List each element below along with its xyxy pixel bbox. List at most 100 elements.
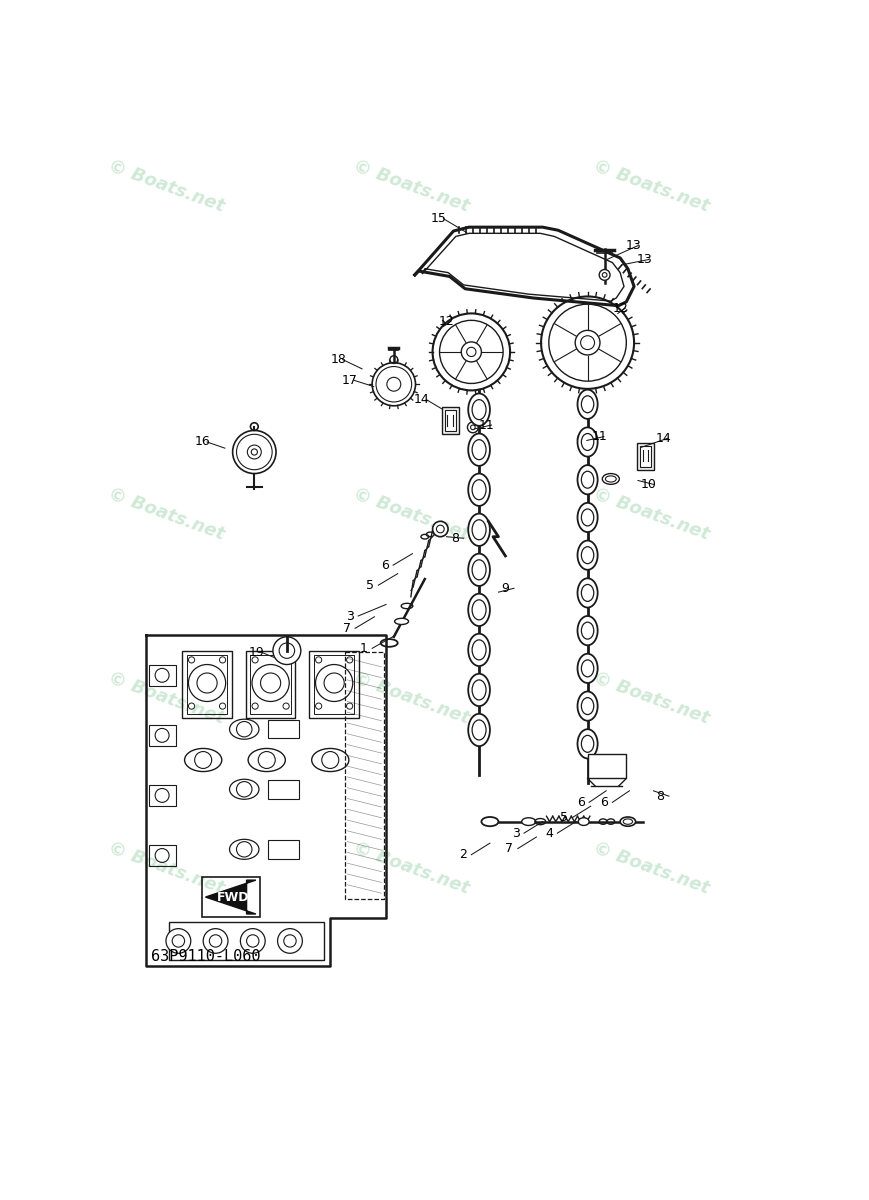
- Text: 9: 9: [501, 582, 509, 595]
- Bar: [268, 780, 298, 798]
- Bar: [182, 650, 232, 719]
- Ellipse shape: [468, 514, 490, 546]
- Bar: [187, 655, 227, 714]
- Circle shape: [233, 431, 276, 474]
- Ellipse shape: [381, 640, 398, 647]
- Text: 13: 13: [636, 253, 652, 266]
- Text: © Boats.net: © Boats.net: [106, 668, 228, 728]
- Bar: [637, 443, 654, 469]
- Text: 5: 5: [560, 811, 567, 824]
- Bar: [268, 720, 298, 738]
- Bar: [314, 655, 355, 714]
- Circle shape: [166, 929, 191, 953]
- Ellipse shape: [620, 817, 635, 827]
- Text: © Boats.net: © Boats.net: [106, 157, 228, 216]
- Circle shape: [433, 521, 448, 536]
- Ellipse shape: [578, 578, 598, 607]
- Text: 17: 17: [342, 374, 358, 386]
- Text: 15: 15: [431, 212, 447, 226]
- Text: 16: 16: [195, 436, 210, 449]
- Text: 6: 6: [600, 796, 607, 809]
- Text: 8: 8: [451, 532, 459, 545]
- Bar: [149, 845, 176, 866]
- Bar: [202, 877, 260, 917]
- Circle shape: [372, 362, 415, 406]
- Ellipse shape: [468, 433, 490, 466]
- Text: 11: 11: [592, 430, 607, 443]
- Ellipse shape: [578, 691, 598, 721]
- Text: 18: 18: [330, 353, 346, 366]
- Text: 1: 1: [360, 642, 368, 655]
- Text: 7: 7: [506, 842, 514, 856]
- Bar: [587, 754, 627, 779]
- Ellipse shape: [578, 654, 598, 683]
- Text: 11: 11: [479, 419, 494, 432]
- Text: 3: 3: [512, 827, 520, 840]
- Ellipse shape: [602, 474, 620, 485]
- Text: 14: 14: [414, 394, 430, 406]
- Text: © Boats.net: © Boats.net: [350, 157, 472, 216]
- Text: © Boats.net: © Boats.net: [106, 839, 228, 898]
- Bar: [149, 665, 176, 686]
- Text: 12: 12: [439, 314, 454, 328]
- Ellipse shape: [578, 390, 598, 419]
- Circle shape: [580, 437, 585, 442]
- Ellipse shape: [578, 616, 598, 646]
- Ellipse shape: [468, 594, 490, 626]
- Ellipse shape: [578, 427, 598, 457]
- Circle shape: [600, 270, 610, 281]
- Text: 7: 7: [342, 622, 351, 635]
- Ellipse shape: [481, 817, 499, 827]
- Text: 14: 14: [656, 432, 672, 445]
- Text: © Boats.net: © Boats.net: [591, 668, 712, 728]
- Bar: [640, 446, 651, 467]
- Text: 4: 4: [545, 827, 553, 840]
- Text: 63P9110-L060: 63P9110-L060: [151, 949, 261, 964]
- Text: © Boats.net: © Boats.net: [350, 484, 472, 544]
- Text: 2: 2: [459, 848, 467, 862]
- Ellipse shape: [578, 540, 598, 570]
- Text: 6: 6: [577, 796, 585, 809]
- Circle shape: [241, 929, 265, 953]
- Text: FWD: FWD: [216, 890, 249, 904]
- Bar: [149, 785, 176, 806]
- Bar: [268, 840, 298, 858]
- Circle shape: [273, 637, 301, 665]
- Text: 3: 3: [346, 610, 354, 623]
- Circle shape: [580, 336, 594, 349]
- Circle shape: [277, 929, 302, 953]
- Text: 6: 6: [381, 559, 388, 571]
- Ellipse shape: [468, 474, 490, 506]
- Text: © Boats.net: © Boats.net: [591, 157, 712, 216]
- Text: 8: 8: [657, 790, 665, 803]
- Ellipse shape: [578, 730, 598, 758]
- Ellipse shape: [468, 714, 490, 746]
- Text: 10: 10: [641, 478, 657, 491]
- Bar: [309, 650, 359, 719]
- Bar: [445, 410, 456, 431]
- Circle shape: [467, 347, 476, 356]
- Bar: [441, 407, 459, 434]
- Text: © Boats.net: © Boats.net: [591, 484, 712, 544]
- Ellipse shape: [578, 503, 598, 532]
- Ellipse shape: [578, 466, 598, 494]
- Circle shape: [541, 296, 634, 389]
- Bar: [250, 655, 291, 714]
- Circle shape: [203, 929, 228, 953]
- Bar: [149, 725, 176, 746]
- Text: © Boats.net: © Boats.net: [350, 839, 472, 898]
- Text: 5: 5: [366, 578, 374, 592]
- Text: 19: 19: [249, 646, 265, 659]
- Text: 12: 12: [614, 301, 629, 314]
- Text: © Boats.net: © Boats.net: [350, 668, 472, 728]
- Bar: [246, 650, 295, 719]
- Text: © Boats.net: © Boats.net: [106, 484, 228, 544]
- Ellipse shape: [395, 618, 408, 624]
- Ellipse shape: [468, 553, 490, 586]
- Circle shape: [470, 425, 475, 430]
- Polygon shape: [205, 880, 255, 914]
- Text: 13: 13: [626, 239, 641, 252]
- Circle shape: [433, 313, 510, 390]
- Ellipse shape: [468, 394, 490, 426]
- Ellipse shape: [468, 634, 490, 666]
